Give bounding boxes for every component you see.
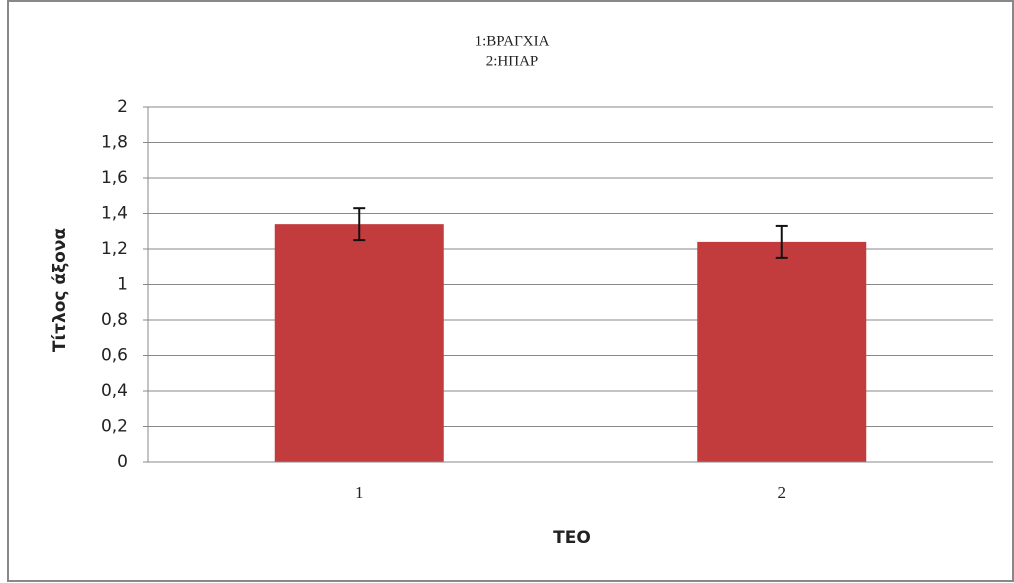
bar — [274, 224, 444, 462]
y-tick-label: 1,4 — [101, 204, 128, 224]
y-tick-label: 0,4 — [101, 381, 128, 401]
x-tick-label: 2 — [778, 483, 787, 502]
y-tick-label: 0,8 — [101, 310, 128, 330]
y-axis-label: Τίτλος άξονα — [50, 228, 70, 352]
x-axis-label: ΤΕΟ — [553, 528, 591, 548]
x-tick-label: 1 — [355, 483, 364, 502]
y-tick-label: 1,6 — [101, 168, 128, 188]
y-tick-label: 1,8 — [101, 133, 128, 153]
y-tick-label: 2 — [117, 97, 128, 117]
y-tick-label: 0,6 — [101, 346, 128, 366]
chart-subtitle: 2:ΗΠΑΡ — [486, 53, 539, 69]
y-tick-label: 0,2 — [101, 417, 128, 437]
bar — [697, 241, 867, 462]
y-tick-label: 1,2 — [101, 239, 128, 259]
y-tick-label: 1 — [117, 275, 128, 295]
chart-title: 1:ΒΡΑΓΧΙΑ — [475, 33, 550, 49]
y-tick-label: 0 — [117, 452, 128, 472]
